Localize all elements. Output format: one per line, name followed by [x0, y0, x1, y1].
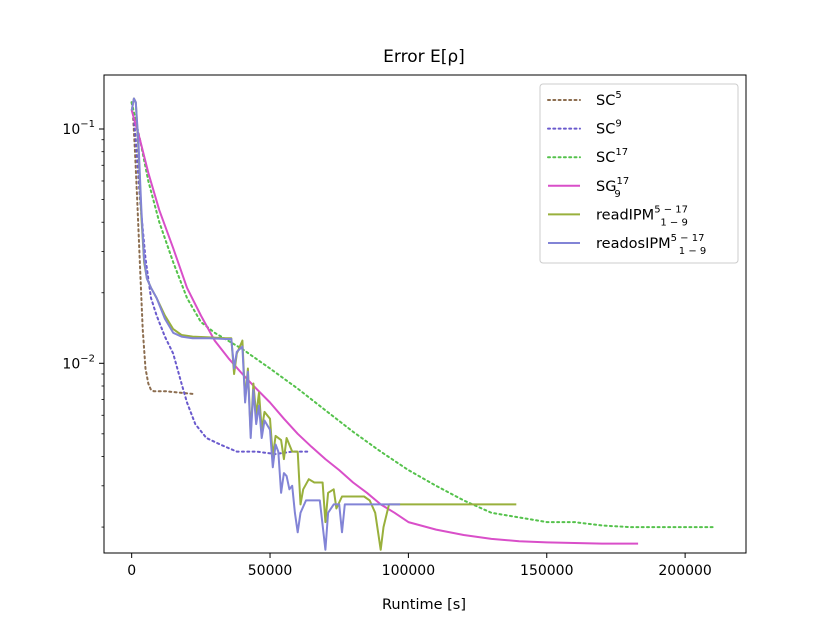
- x-tick-label: 0: [127, 563, 136, 579]
- legend-label-5: readosIPM5 − 17 1 − 9: [596, 233, 706, 257]
- x-axis-ticks: 0 50000 100000 150000 200000: [127, 553, 712, 579]
- chart-title: Error E[ρ]: [383, 47, 465, 67]
- legend-label-2: SC17: [596, 147, 628, 166]
- legend-label-0: SC5: [596, 90, 622, 109]
- series-line-5: [130, 97, 401, 551]
- plot-frame: [103, 74, 747, 554]
- series-line-0: [130, 101, 194, 395]
- y-tick-label: 10−2: [62, 353, 95, 372]
- x-tick-label: 100000: [382, 563, 435, 579]
- series-line-3: [130, 110, 639, 545]
- x-tick-label: 150000: [520, 563, 573, 579]
- x-tick-label: 200000: [658, 563, 711, 579]
- x-tick-label: 50000: [248, 563, 293, 579]
- plot-area: [130, 97, 717, 551]
- legend: SC5 SC9 SC17 SG17 9 readIPM5 − 17 1 − 9 readosI…: [539, 83, 739, 264]
- y-tick-label: 10−1: [62, 119, 95, 138]
- x-axis-label: Runtime [s]: [382, 597, 466, 613]
- legend-label-1: SC9: [596, 119, 622, 138]
- series-line-2: [130, 101, 717, 529]
- y-axis-ticks: 10−1 10−2: [62, 119, 104, 528]
- legend-label-3: SG17 9: [596, 176, 629, 200]
- legend-label-4: readIPM5 − 17 1 − 9: [596, 204, 688, 228]
- legend-box: [539, 83, 739, 264]
